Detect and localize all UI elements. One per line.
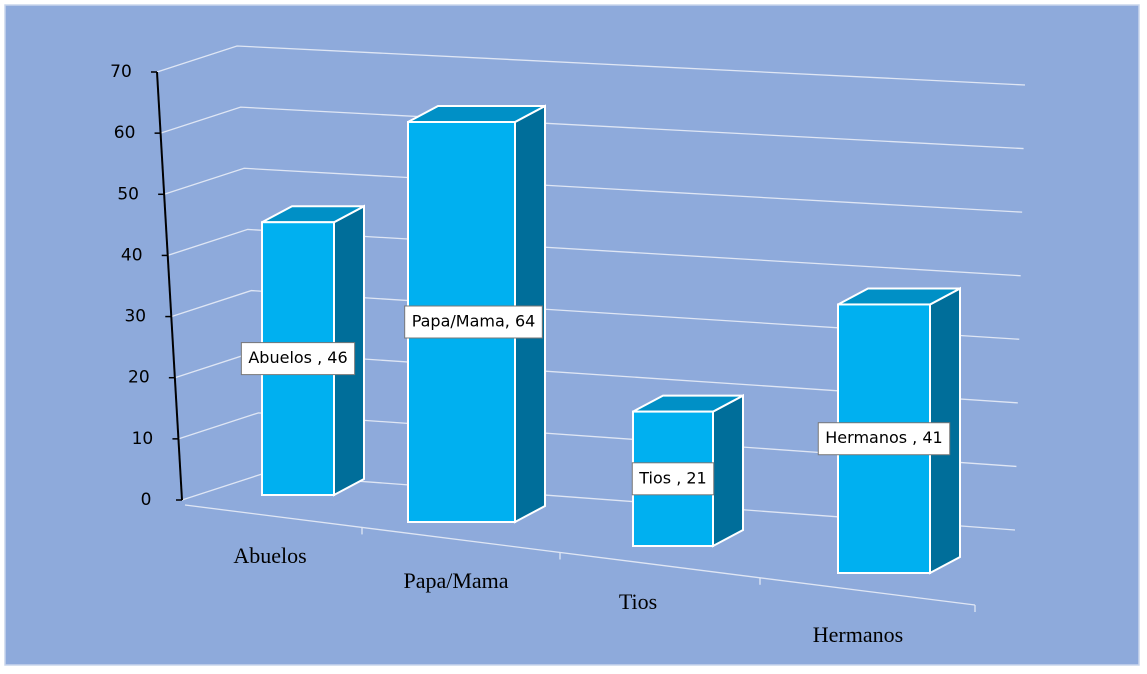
x-tick-label: Abuelos xyxy=(233,543,306,568)
y-tick-label: 60 xyxy=(114,123,136,143)
chart-background xyxy=(4,4,1140,666)
grid-line xyxy=(160,106,1024,150)
y-tick-label: 10 xyxy=(132,429,154,449)
grid-line xyxy=(171,289,1020,340)
y-tick-label: 70 xyxy=(110,62,132,82)
grid-line xyxy=(178,412,1017,468)
grid-line xyxy=(163,167,1023,213)
y-tick-label: 50 xyxy=(117,184,139,204)
grid-line xyxy=(156,45,1026,86)
y-tick-label: 40 xyxy=(121,245,143,265)
data-label-box xyxy=(240,342,356,376)
data-label-box xyxy=(817,422,951,456)
data-label: Abuelos , 46 xyxy=(248,348,347,367)
y-tick-label: 0 xyxy=(141,490,152,510)
y-tick-label: 20 xyxy=(128,368,150,388)
data-label-box xyxy=(404,305,543,339)
bar-side xyxy=(712,393,744,548)
x-tick-label: Hermanos xyxy=(813,622,903,647)
data-label: Papa/Mama, 64 xyxy=(412,312,536,331)
data-label-box xyxy=(631,462,715,496)
x-tick-label: Tios xyxy=(619,589,657,614)
y-tick-label: 30 xyxy=(124,307,146,327)
x-axis xyxy=(184,504,976,606)
x-tick-label: Papa/Mama xyxy=(403,568,508,593)
data-label: Hermanos , 41 xyxy=(825,428,942,447)
grid-line xyxy=(167,228,1021,277)
y-axis xyxy=(156,71,183,501)
data-label: Tios , 21 xyxy=(638,468,706,487)
